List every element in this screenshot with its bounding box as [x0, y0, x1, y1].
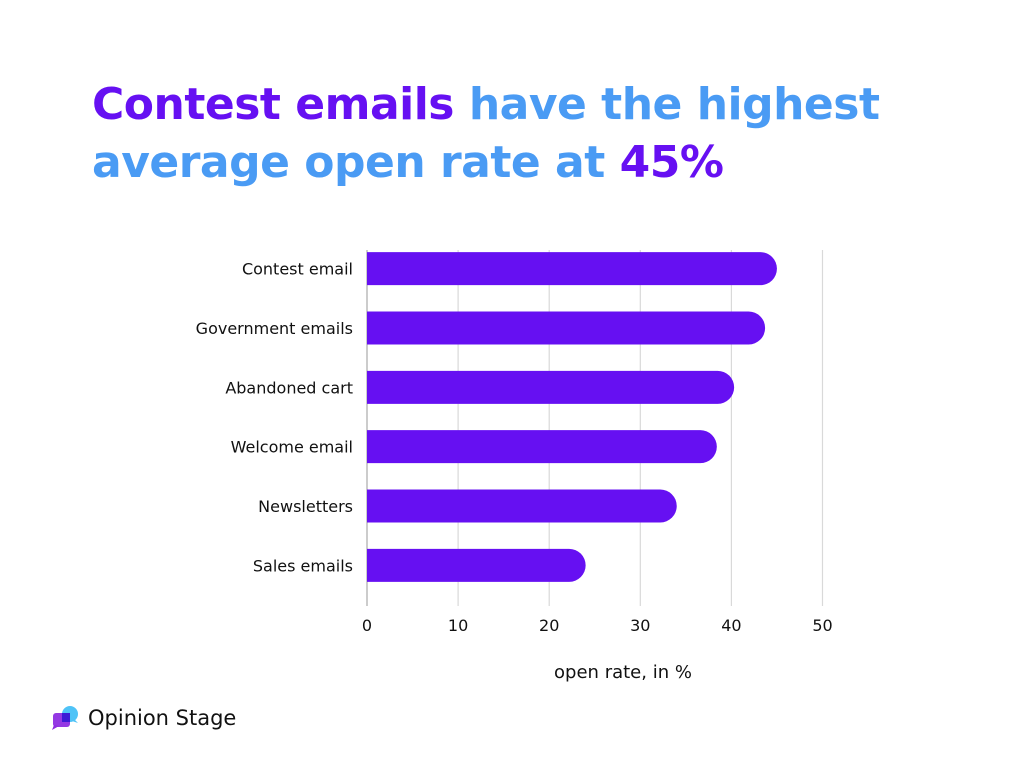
bar	[367, 548, 586, 582]
x-tick-label: 10	[448, 616, 468, 635]
brand-logo: Opinion Stage	[52, 705, 236, 731]
title-middle: have the highest average open rate at	[92, 79, 880, 188]
bar	[367, 370, 735, 404]
bar	[367, 252, 777, 286]
category-label: Newsletters	[258, 497, 353, 516]
category-label: Welcome email	[231, 438, 353, 457]
category-label: Abandoned cart	[225, 378, 353, 397]
x-tick-label: 30	[630, 616, 650, 635]
bar	[367, 311, 766, 345]
x-tick-label: 20	[539, 616, 559, 635]
chart-title: Contest emails have the highest average …	[92, 76, 1024, 192]
chat-bubbles-icon	[52, 706, 78, 730]
bar	[367, 430, 717, 464]
x-tick-label: 40	[721, 616, 741, 635]
x-tick-label: 50	[812, 616, 832, 635]
title-value: 45%	[619, 137, 724, 188]
category-label: Government emails	[196, 319, 353, 338]
brand-name: Opinion Stage	[88, 706, 237, 730]
bar	[367, 489, 677, 523]
title-highlight: Contest emails	[92, 79, 455, 130]
category-label: Contest email	[242, 260, 353, 279]
x-axis-label: open rate, in %	[554, 662, 692, 683]
x-tick-label: 0	[362, 616, 372, 635]
category-label: Sales emails	[253, 556, 353, 575]
